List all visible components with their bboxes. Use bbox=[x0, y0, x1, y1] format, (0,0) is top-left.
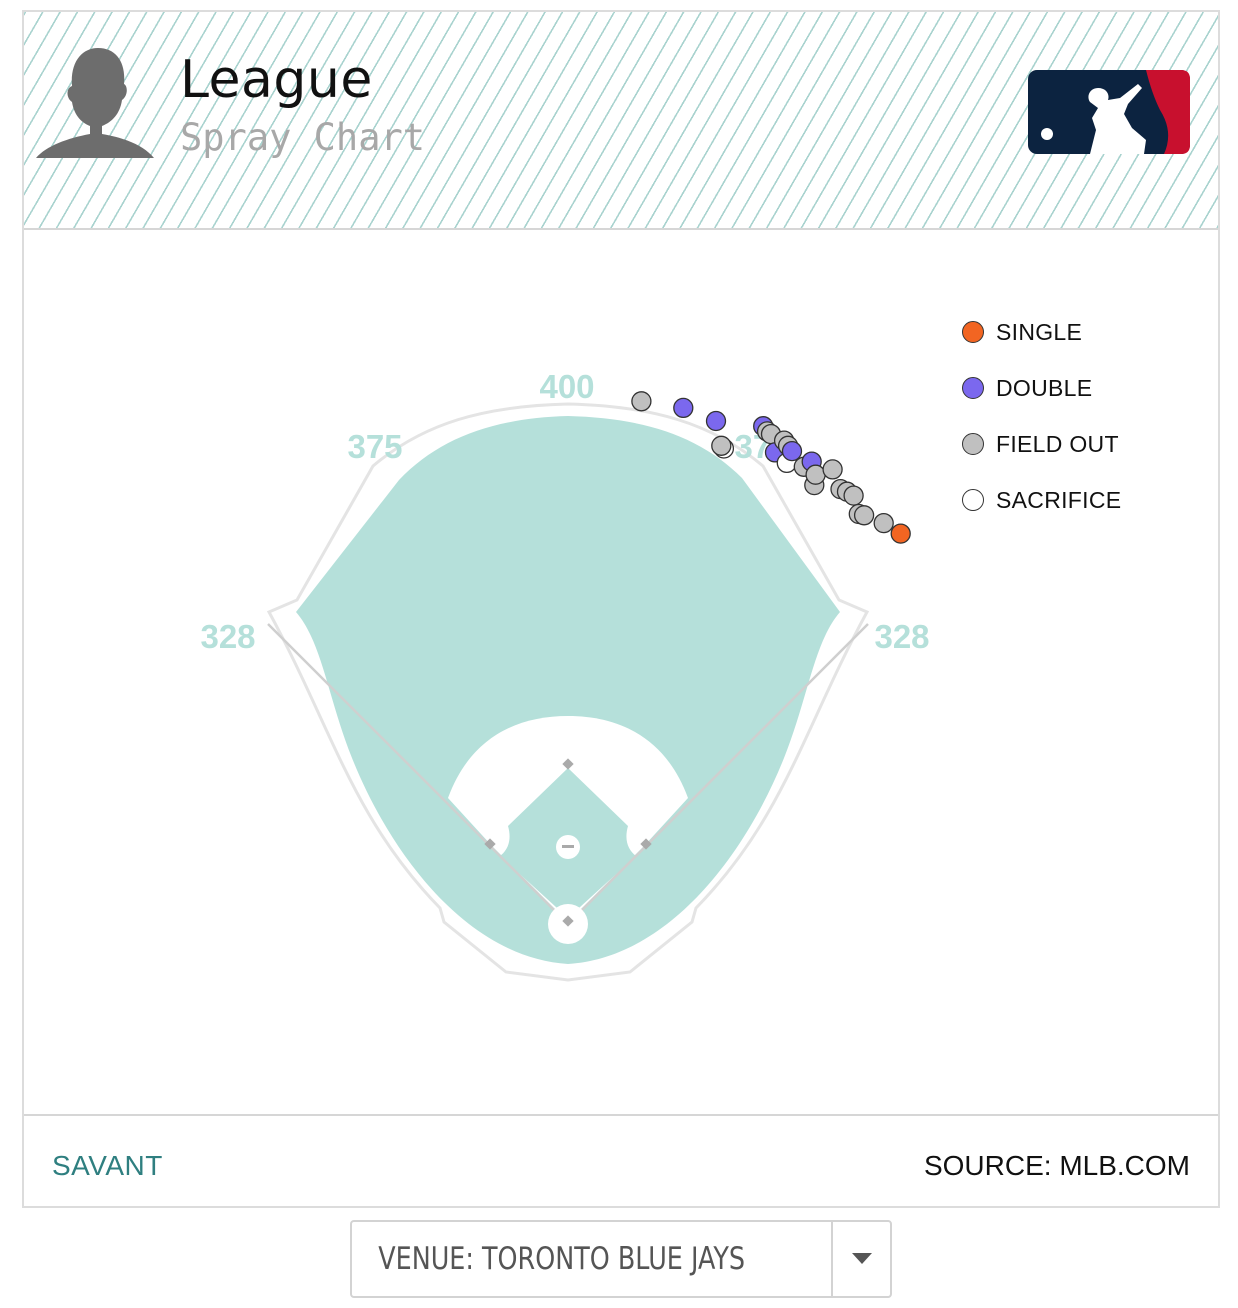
left-foul-line bbox=[267, 623, 569, 925]
fence-labels: 328 375 400 375 328 bbox=[200, 368, 929, 655]
batted-ball-point-field-out[interactable] bbox=[805, 464, 826, 485]
plot-area: 328 375 400 375 328 bbox=[24, 228, 1218, 1114]
chart-header: League Spray Chart bbox=[24, 12, 1218, 230]
legend-swatch-sacrifice bbox=[962, 489, 984, 511]
third-base bbox=[484, 838, 496, 850]
legend-label: SACRIFICE bbox=[996, 486, 1122, 513]
mlb-logo-icon bbox=[1028, 70, 1190, 154]
batted-ball-point-field-out[interactable] bbox=[843, 485, 864, 506]
legend-item-field-out: FIELD OUT bbox=[962, 430, 1121, 458]
stadium bbox=[266, 402, 870, 982]
spray-chart-card: League Spray Chart bbox=[22, 10, 1220, 1208]
legend-label: DOUBLE bbox=[996, 374, 1093, 401]
home-plate bbox=[562, 915, 574, 927]
batted-ball-point-double[interactable] bbox=[705, 410, 727, 432]
batted-ball-point-double[interactable] bbox=[781, 440, 803, 462]
batted-ball-points bbox=[631, 391, 911, 544]
legend-item-double: DOUBLE bbox=[962, 374, 1121, 402]
batted-ball-point-double[interactable] bbox=[673, 397, 694, 419]
chart-legend: SINGLE DOUBLE FIELD OUT SACRIFICE bbox=[962, 318, 1121, 542]
right-foul-line bbox=[567, 623, 869, 925]
batted-ball-point-field-out[interactable] bbox=[822, 459, 843, 480]
savant-link[interactable]: SAVANT bbox=[52, 1150, 163, 1181]
legend-swatch-single bbox=[962, 321, 984, 343]
legend-swatch-double bbox=[962, 377, 984, 399]
fence-label-right-line: 328 bbox=[874, 618, 929, 655]
spray-chart-svg: 328 375 400 375 328 bbox=[200, 368, 930, 982]
batted-ball-point-field-out[interactable] bbox=[711, 435, 732, 456]
batted-ball-point-field-out[interactable] bbox=[873, 512, 894, 534]
fence-label-left-center: 375 bbox=[347, 428, 402, 465]
venue-select[interactable]: VENUE: TORONTO BLUE JAYS bbox=[350, 1220, 892, 1298]
legend-label: SINGLE bbox=[996, 318, 1083, 345]
page-title: League bbox=[180, 50, 373, 110]
caret-down-icon bbox=[851, 1253, 872, 1264]
venue-dropdown-button[interactable] bbox=[831, 1222, 890, 1296]
batted-ball-point-field-out[interactable] bbox=[631, 391, 652, 412]
fence-label-left-line: 328 bbox=[200, 618, 255, 655]
legend-item-single: SINGLE bbox=[962, 318, 1121, 346]
batted-ball-point-single[interactable] bbox=[890, 523, 911, 544]
source-credit: SOURCE: MLB.COM bbox=[923, 1150, 1190, 1181]
pitchers-rubber bbox=[562, 845, 574, 848]
player-silhouette-icon bbox=[36, 48, 154, 158]
legend-swatch-field-out bbox=[962, 433, 984, 455]
fence-label-center: 400 bbox=[539, 368, 594, 405]
legend-item-sacrifice: SACRIFICE bbox=[962, 486, 1121, 514]
page-subtitle: Spray Chart bbox=[180, 116, 426, 159]
venue-select-value[interactable]: VENUE: TORONTO BLUE JAYS bbox=[378, 1241, 746, 1277]
legend-label: FIELD OUT bbox=[996, 430, 1119, 457]
outfield-grass bbox=[296, 416, 840, 964]
first-base bbox=[640, 838, 652, 850]
second-base bbox=[562, 758, 574, 770]
batted-ball-point-field-out[interactable] bbox=[853, 505, 875, 526]
chart-footer: SAVANT SOURCE: MLB.COM bbox=[24, 1114, 1218, 1210]
